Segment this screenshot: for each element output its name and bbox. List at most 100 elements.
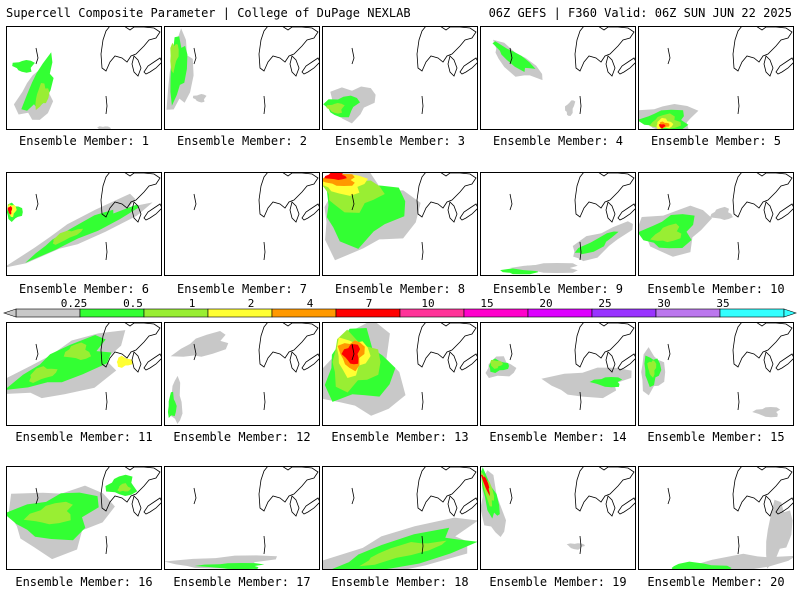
map-border [164,172,320,276]
lake-outline [605,201,616,223]
map-svg [322,466,478,570]
lake-outline [100,26,161,72]
map-svg [6,172,162,276]
map-border [164,466,320,570]
ensemble-member-map [322,172,478,276]
ensemble-member-label: Ensemble Member: 13 [331,430,469,444]
scp-contour-fill [324,172,347,180]
map-border [6,26,162,130]
map-svg [480,172,636,276]
lake-outline [35,193,108,261]
lake-outline [605,351,616,373]
legend-max-arrow [783,308,797,318]
scp-contour-fill [647,360,657,378]
scp-contour-fill [12,60,35,73]
lake-outline [763,495,774,517]
map-border [322,26,478,130]
lake-outline [301,57,320,75]
ensemble-member-label: Ensemble Member: 12 [173,430,311,444]
lake-outline [617,497,636,515]
lake-outline [775,353,794,371]
lake-outline [447,351,458,373]
legend-color-segment [719,308,785,318]
ensemble-member-label: Ensemble Member: 1 [18,134,150,148]
legend-threshold-label: 15 [480,297,493,310]
run-info: 06Z GEFS | F360 Valid: 06Z SUN JUN 22 20… [488,6,792,20]
lake-outline [509,487,582,555]
legend-threshold-label: 0.5 [123,297,143,310]
lake-outline [763,351,774,373]
map-svg [322,322,478,426]
scp-contour-fill [116,355,133,368]
map-border [638,466,794,570]
color-scale-legend: 0.25 0.5 1 2 4 7 10 15 20 25 30 35 [3,297,797,318]
lake-outline [35,343,108,411]
scp-contour-fill [35,83,50,111]
map-svg [6,466,162,570]
lake-outline [574,172,635,218]
lake-outline [459,57,478,75]
map-border [164,26,320,130]
scp-contour-fill [170,331,229,357]
ensemble-member-map [638,26,794,130]
legend-color-segment [271,308,337,318]
lake-outline [258,26,319,72]
ensemble-member-map [638,172,794,276]
map-svg [480,466,636,570]
scp-contour-fill [341,344,361,365]
scp-contour-fill [752,407,781,418]
legend-threshold-label: 20 [539,297,552,310]
legend-color-segment [143,308,209,318]
lake-outline [35,47,108,115]
ensemble-member-map [164,322,320,426]
ensemble-member-label: Ensemble Member: 3 [334,134,466,148]
scp-contour-fill [541,367,632,399]
legend-min-arrow [3,308,17,318]
lake-outline [447,201,458,223]
lake-outline [258,466,319,512]
legend-threshold-label: 1 [189,297,196,310]
ensemble-member-label: Ensemble Member: 11 [15,430,153,444]
ensemble-member-map [322,322,478,426]
ensemble-member-label: Ensemble Member: 19 [489,575,627,589]
ensemble-member-map [322,466,478,570]
lake-outline [143,353,162,371]
legend-threshold-label: 10 [421,297,434,310]
legend-threshold-label: 2 [248,297,255,310]
lake-outline [289,55,300,77]
lake-outline [617,203,636,221]
scp-contour-fill [170,42,179,74]
map-svg [164,172,320,276]
map-border [322,322,478,426]
lake-outline [301,497,320,515]
lake-outline [617,353,636,371]
scp-contour-fill [359,540,447,567]
lake-outline [131,351,142,373]
map-svg [480,26,636,130]
scp-contour-fill [326,103,345,114]
lake-outline [617,57,636,75]
scp-contour-fill [25,204,140,263]
scp-contour-fill [480,474,490,497]
legend-threshold-label: 0.25 [61,297,88,310]
map-svg [164,466,320,570]
map-svg [322,26,478,130]
scp-contour-fill [574,231,619,255]
map-border [6,322,162,426]
ensemble-member-map [164,26,320,130]
map-svg [322,172,478,276]
ensemble-member-map [480,172,636,276]
lake-outline [131,495,142,517]
lake-outline [605,495,616,517]
lake-outline [258,172,319,218]
ensemble-member-label: Ensemble Member: 20 [647,575,785,589]
ensemble-member-label: Ensemble Member: 17 [173,575,311,589]
ensemble-member-map [164,172,320,276]
ensemble-member-map [164,466,320,570]
map-svg [6,26,162,130]
lake-outline [193,47,266,115]
map-svg [6,322,162,426]
lake-outline [193,193,266,261]
map-border [480,322,636,426]
lake-outline [763,201,774,223]
